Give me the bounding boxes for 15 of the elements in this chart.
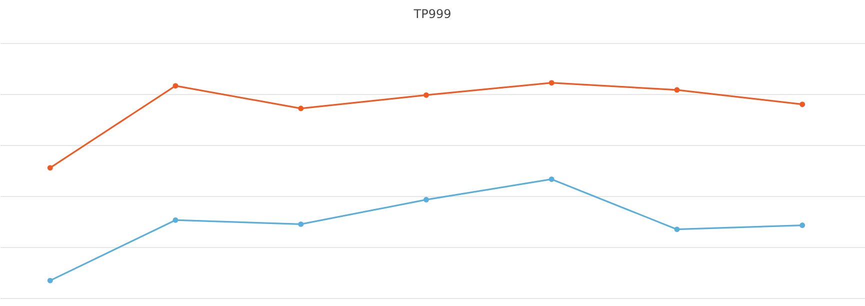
point [674,226,680,232]
point [548,80,554,86]
point [298,106,304,112]
point [298,221,304,227]
point [47,165,53,171]
point [800,222,806,228]
point [47,278,53,284]
point [423,92,429,98]
point [172,83,178,89]
point [172,217,178,223]
chart-title: TP999 [412,7,452,21]
point [423,196,429,202]
point [674,87,680,93]
point [548,176,554,182]
point [800,102,806,108]
